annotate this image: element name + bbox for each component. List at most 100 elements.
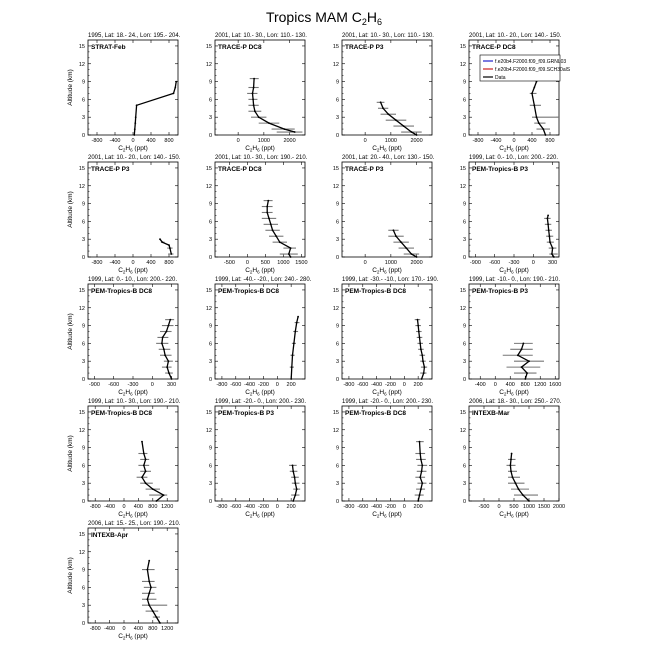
data-point	[292, 470, 295, 473]
panel-header: 2001, Lat: 10.- 30., Lon: 110.- 130.	[215, 33, 307, 39]
y-tick-label: 6	[209, 97, 212, 103]
data-point	[144, 470, 147, 473]
y-tick-label: 3	[209, 359, 212, 365]
data-point	[150, 586, 152, 589]
data-point	[144, 482, 147, 485]
y-tick-label: 15	[333, 288, 339, 294]
y-tick-label: 6	[82, 585, 85, 591]
y-tick-label: 0	[463, 499, 466, 505]
x-tick-label: -400	[244, 382, 255, 388]
data-point	[520, 366, 523, 368]
data-point	[146, 598, 149, 601]
y-tick-label: 0	[82, 377, 85, 383]
panel-6: 2001, Lat: 10.- 30., Lon: 190.- 210. TRAC…	[206, 155, 308, 275]
data-point	[549, 241, 551, 244]
x-tick-label: 0	[122, 626, 125, 632]
data-point	[417, 500, 420, 502]
campaign-label: PEM-Tropics-B DC8	[91, 288, 152, 295]
panel-header: 2006, Lat: 15.- 25., Lon: 190.- 210.	[88, 521, 181, 527]
x-tick-label: 0	[497, 504, 500, 510]
y-tick-label: 6	[336, 97, 339, 103]
data-point	[159, 238, 161, 241]
data-point	[266, 205, 269, 208]
x-axis-label: C2H6 (ppt)	[245, 389, 275, 397]
data-point	[148, 559, 151, 562]
x-tick-label: 400	[134, 626, 143, 632]
x-tick-label: 1000	[258, 138, 270, 144]
data-point	[417, 330, 420, 333]
x-axis-label: C2H6 (ppt)	[245, 511, 275, 519]
data-point	[162, 494, 165, 496]
data-point	[547, 223, 549, 226]
y-tick-label: 0	[82, 621, 85, 627]
data-point	[254, 110, 256, 113]
panel-header: 1999, Lat: 10.- 30., Lon: 190.- 210.	[88, 399, 181, 405]
y-tick-label: 0	[209, 377, 212, 383]
panel-17: 2006, Lat: 15.- 25., Lon: 190.- 210. INTE…	[67, 521, 181, 641]
y-tick-label: 15	[460, 410, 466, 416]
data-point	[146, 568, 149, 571]
campaign-label: INTEXB-Apr	[91, 532, 129, 539]
y-tick-label: 15	[79, 166, 85, 172]
data-point	[535, 116, 538, 119]
x-axis-label: C2H6 (ppt)	[118, 267, 148, 275]
y-tick-label: 6	[336, 341, 339, 347]
x-tick-label: 0	[403, 382, 406, 388]
data-profile-line	[159, 238, 172, 255]
panel-frame	[341, 39, 433, 136]
panels-container: 1995, Lat: 18.- 24., Lon: 195.- 204. STRA…	[67, 33, 565, 641]
y-tick-label: 9	[209, 446, 212, 452]
y-tick-label: 6	[82, 341, 85, 347]
data-point	[382, 107, 384, 110]
y-tick-label: 3	[336, 237, 339, 243]
panel-12: 1999, Lat: -10.- 0., Lon: 190.- 210. PEM-…	[460, 277, 562, 397]
x-tick-label: 800	[148, 504, 157, 510]
y-tick-label: 12	[79, 550, 85, 556]
data-point	[395, 235, 397, 238]
data-point	[148, 592, 151, 595]
data-point	[175, 80, 178, 83]
data-point	[170, 253, 173, 255]
x-axis-label: C2H6 (ppt)	[372, 511, 402, 519]
x-tick-label: -600	[230, 504, 241, 510]
data-point	[418, 336, 421, 339]
data-point	[291, 464, 294, 467]
campaign-label: PEM-Tropics-B P3	[472, 166, 528, 173]
data-point	[141, 440, 143, 443]
data-point	[418, 494, 421, 496]
y-tick-label: 0	[336, 377, 339, 383]
data-point	[287, 253, 290, 255]
data-point	[290, 366, 293, 368]
y-tick-label: 6	[209, 463, 212, 469]
x-tick-label: 1000	[277, 260, 289, 266]
y-tick-label: 3	[336, 359, 339, 365]
campaign-label: PEM-Tropics-B P3	[218, 410, 274, 417]
data-point	[422, 372, 425, 374]
data-point	[166, 366, 169, 368]
y-tick-label: 0	[82, 133, 85, 139]
campaign-label: TRACE-P P3	[345, 166, 384, 173]
data-point	[400, 241, 402, 244]
x-axis-label: C2H6 (ppt)	[372, 389, 402, 397]
x-tick-label: -400	[371, 382, 382, 388]
y-tick-label: 0	[336, 499, 339, 505]
y-tick-label: 9	[82, 80, 85, 86]
panel-7: 2001, Lat: 20.- 40., Lon: 130.- 150. TRAC…	[333, 155, 435, 275]
y-tick-label: 9	[463, 80, 466, 86]
y-tick-label: 9	[82, 446, 85, 452]
data-point	[547, 214, 549, 217]
x-tick-label: 800	[521, 382, 530, 388]
campaign-label: PEM-Tropics-B DC8	[91, 410, 152, 417]
y-tick-label: 3	[463, 359, 466, 365]
y-tick-label: 3	[209, 481, 212, 487]
y-axis-label: Altitude (km)	[67, 435, 74, 471]
panel-header: 1999, Lat: 0.- 10., Lon: 200.- 220.	[88, 277, 177, 283]
data-point	[419, 342, 422, 345]
x-tick-label: 400	[527, 138, 536, 144]
data-point	[421, 482, 424, 485]
data-point	[402, 125, 405, 127]
y-tick-label: 3	[82, 359, 85, 365]
data-point	[419, 452, 422, 455]
data-point	[144, 458, 147, 461]
